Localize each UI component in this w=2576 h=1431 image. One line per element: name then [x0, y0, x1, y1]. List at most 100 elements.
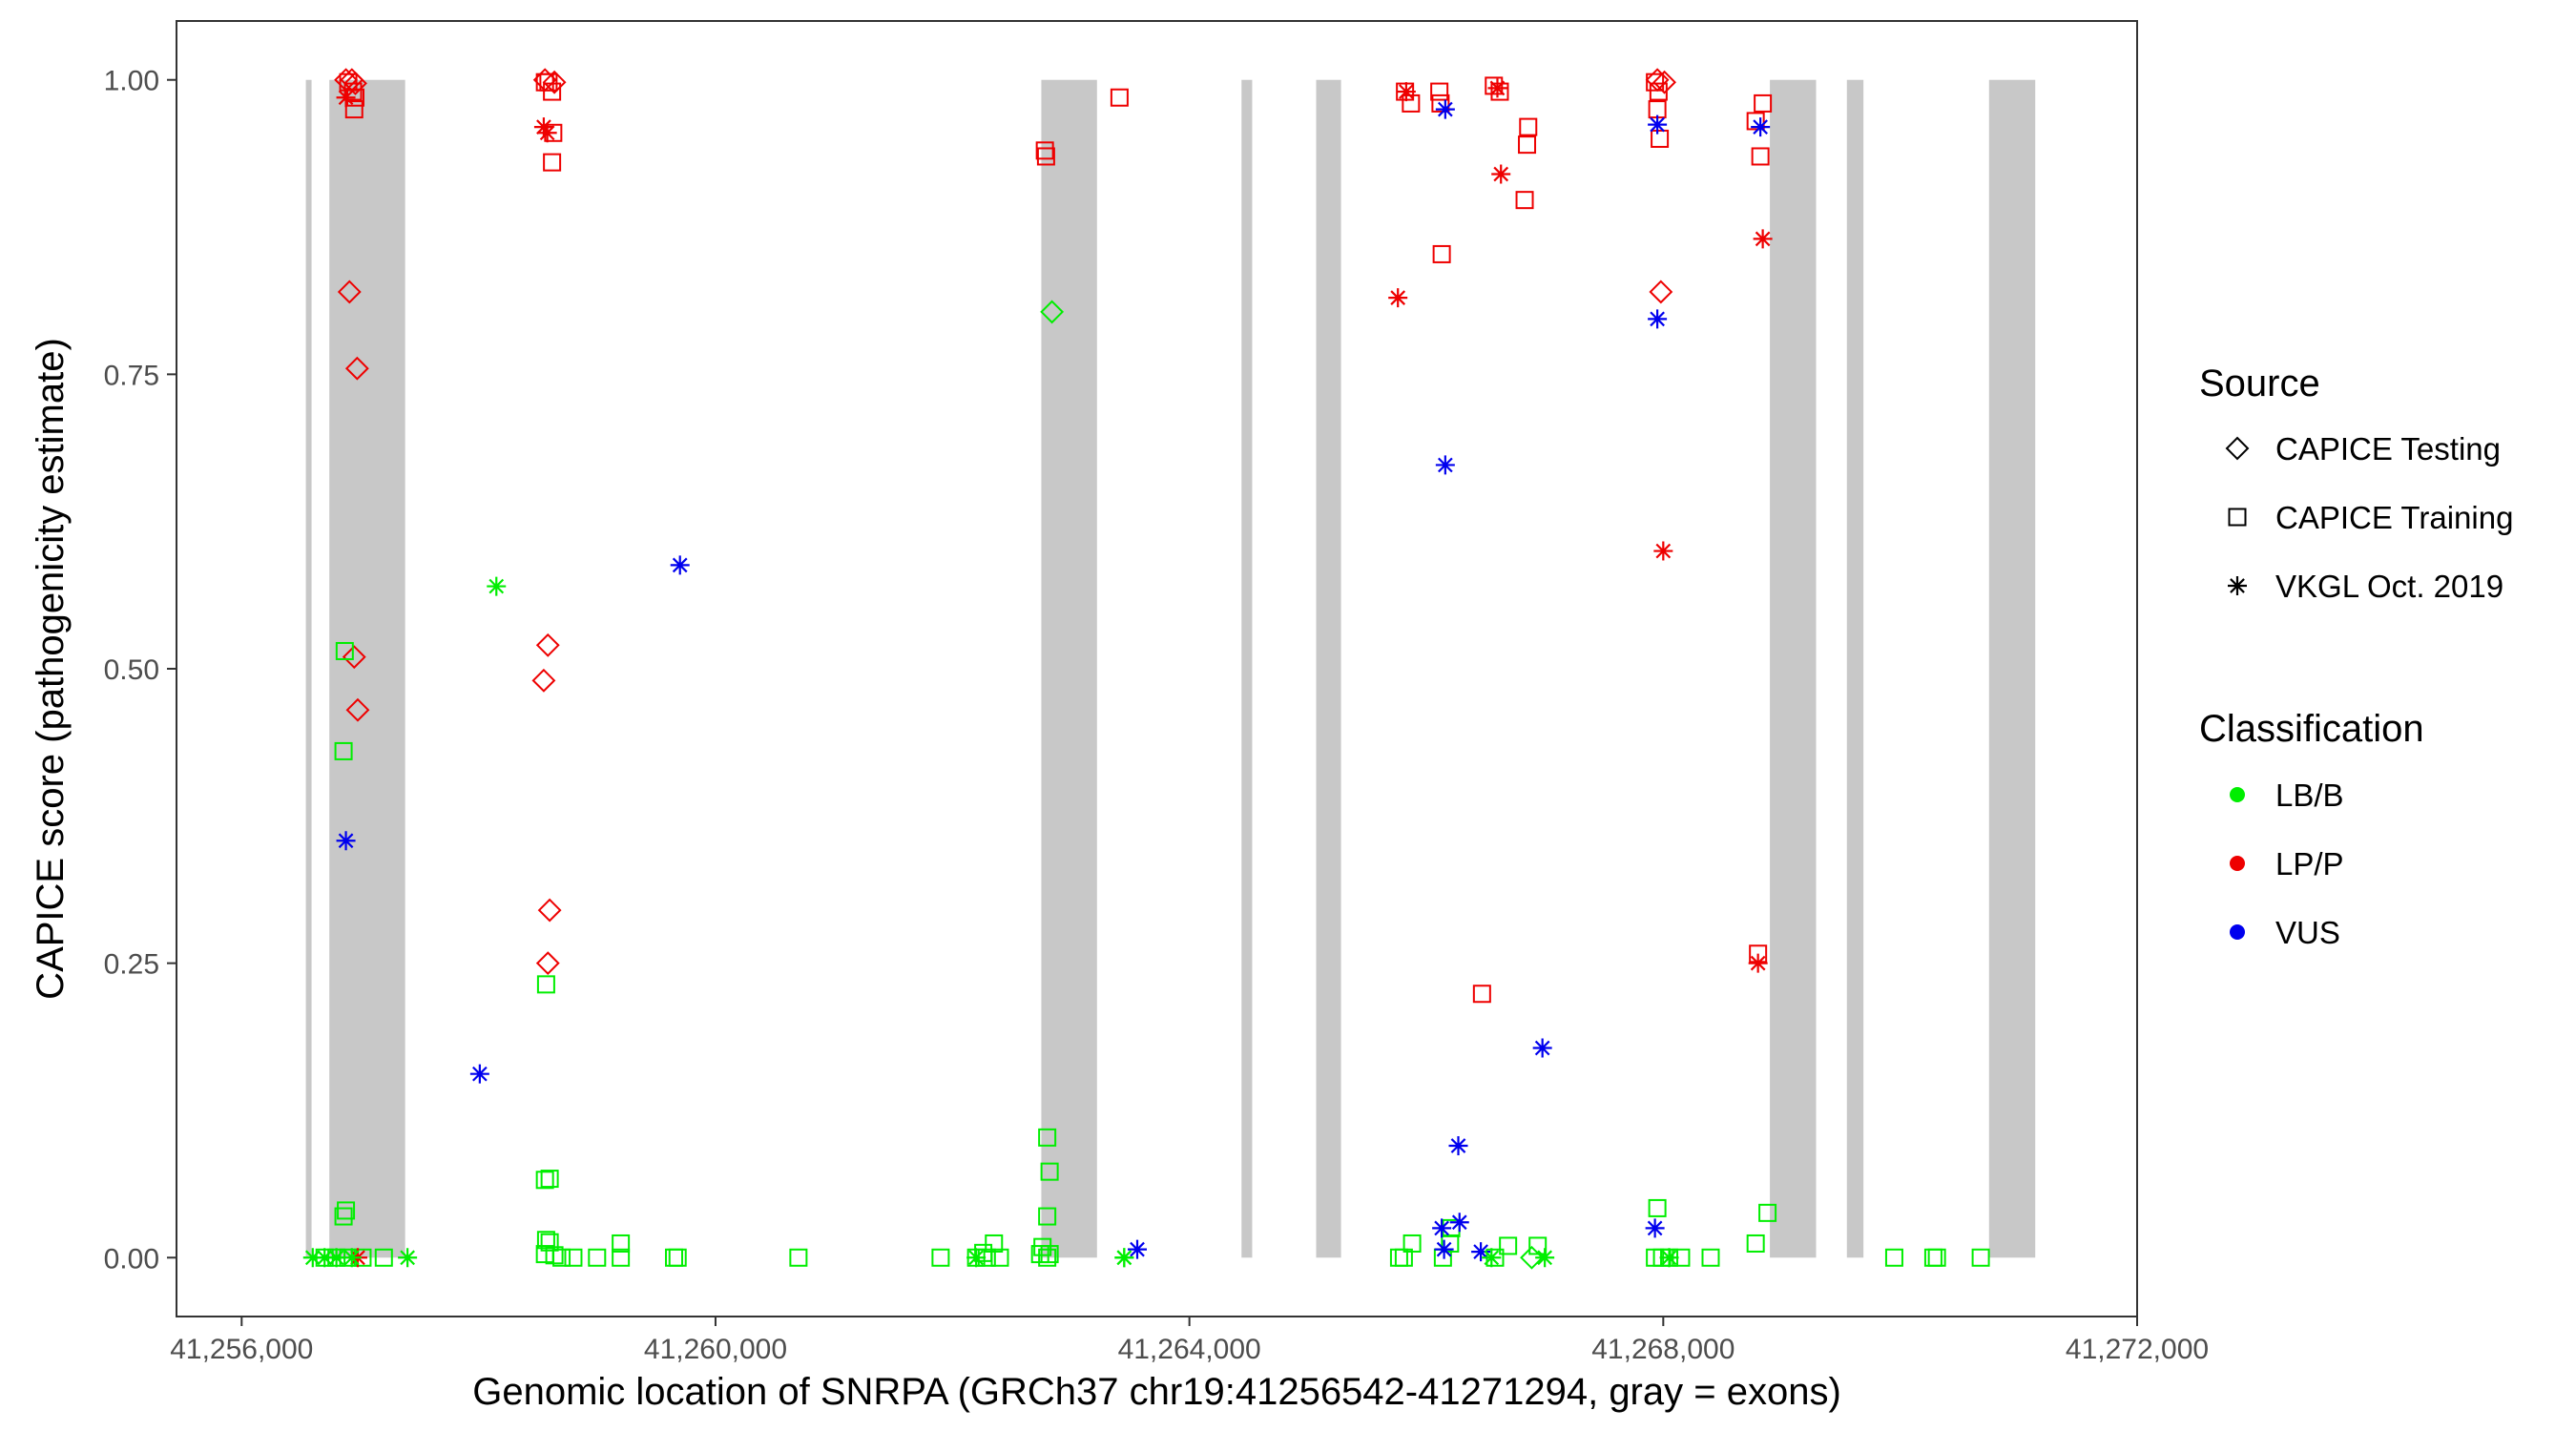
data-point	[336, 831, 356, 851]
x-tick-label: 41,268,000	[1591, 1334, 1735, 1365]
data-point	[1432, 244, 1451, 263]
data-point	[1038, 1207, 1057, 1226]
legend-source-label: CAPICE Training	[2275, 500, 2513, 535]
y-tick-label: 0.25	[104, 949, 159, 981]
data-point	[665, 1248, 684, 1267]
data-point	[540, 1233, 559, 1252]
data-point	[345, 697, 370, 722]
data-point	[1751, 147, 1770, 166]
data-point	[1035, 141, 1054, 160]
legend-class-label: LB/B	[2275, 778, 2344, 813]
y-tick-label: 0.50	[104, 654, 159, 686]
data-point	[374, 1248, 393, 1267]
data-point	[1515, 191, 1534, 210]
data-point	[1485, 76, 1504, 95]
legend-key-dot	[2230, 924, 2245, 940]
legend-classification-title: Classification	[2199, 708, 2424, 750]
data-point	[1040, 1162, 1059, 1181]
plot-panel-border	[176, 20, 2138, 1317]
data-point	[564, 1248, 583, 1267]
data-point	[315, 1248, 335, 1268]
data-point	[469, 1064, 489, 1084]
legend-key-diamond	[2225, 436, 2250, 461]
data-point	[1434, 1239, 1454, 1259]
data-point	[1753, 229, 1773, 249]
data-point	[398, 1248, 418, 1268]
data-point	[1128, 1239, 1148, 1259]
y-tick-label: 1.00	[104, 66, 159, 97]
data-point	[342, 645, 366, 670]
data-point	[1649, 280, 1673, 304]
data-point	[1499, 1236, 1518, 1255]
data-point	[1659, 1248, 1679, 1268]
data-point	[1435, 455, 1455, 475]
data-point	[1402, 1234, 1422, 1253]
exon-bands	[305, 79, 2036, 1258]
x-axis: 41,256,000 41,260,000 41,264,000 41,268,000…	[170, 1317, 2209, 1365]
exon-band-3	[1041, 79, 1097, 1258]
exon-band-8	[1988, 79, 2036, 1258]
data-point	[545, 1246, 564, 1265]
data-point	[344, 100, 364, 119]
x-tick-label: 41,260,000	[644, 1334, 787, 1365]
data-point	[985, 1234, 1004, 1253]
y-axis: 0.00 0.25 0.50 0.75 1.00	[104, 66, 177, 1275]
data-point	[1648, 114, 1668, 135]
exon-band-4	[1241, 79, 1253, 1258]
exon-band-1	[305, 79, 312, 1258]
data-point	[670, 555, 690, 575]
data-point	[1649, 82, 1668, 101]
legend-key-dot	[2230, 787, 2245, 802]
data-point	[612, 1248, 631, 1267]
exon-band-2	[329, 79, 405, 1258]
data-point	[535, 633, 560, 657]
data-point	[931, 1248, 950, 1267]
data-point	[543, 153, 562, 172]
data-point	[612, 1234, 631, 1253]
legend-key-asterisk	[2228, 576, 2247, 595]
data-point	[343, 72, 367, 95]
legend-class-label: LP/P	[2275, 846, 2344, 881]
data-point	[1449, 1213, 1469, 1233]
data-point	[535, 1171, 554, 1190]
data-point	[1518, 135, 1537, 155]
data-point	[302, 1248, 322, 1268]
data-point	[1651, 129, 1670, 148]
data-point	[1114, 1248, 1134, 1268]
data-point	[1396, 82, 1416, 102]
data-point	[1646, 73, 1665, 92]
data-point	[1487, 78, 1507, 98]
x-axis-title: Genomic location of SNRPA (GRCh37 chr19:…	[472, 1371, 1841, 1413]
x-tick-label: 41,256,000	[170, 1334, 313, 1365]
legend-key-square	[2228, 508, 2247, 527]
data-point	[531, 668, 556, 693]
legend: Source CAPICE Testing CAPICE Training VKGL …	[2199, 363, 2513, 950]
data-point	[1884, 1248, 1903, 1267]
data-point	[668, 1248, 687, 1267]
data-point	[1033, 1237, 1052, 1256]
legend-class-label: VUS	[2275, 915, 2340, 950]
data-point	[342, 1248, 362, 1268]
data-point	[1036, 147, 1055, 166]
data-point	[1471, 1242, 1491, 1262]
data-point	[540, 1170, 559, 1189]
data-point	[533, 117, 553, 137]
data-point	[1971, 1248, 1990, 1267]
data-point	[1746, 112, 1765, 131]
data-point	[334, 1207, 353, 1226]
data-point	[336, 88, 356, 108]
data-point	[543, 82, 562, 101]
data-point	[1110, 88, 1129, 107]
data-point	[588, 1248, 607, 1267]
legend-source-label: VKGL Oct. 2019	[2275, 569, 2503, 604]
exon-band-6	[1770, 79, 1817, 1258]
data-point	[542, 70, 567, 94]
data-point	[1754, 93, 1773, 113]
data-point	[1758, 1203, 1777, 1222]
x-tick-label: 41,264,000	[1118, 1334, 1261, 1365]
data-point	[337, 1201, 356, 1220]
data-point	[335, 641, 354, 660]
data-point	[1038, 1128, 1057, 1147]
data-point	[537, 123, 557, 143]
